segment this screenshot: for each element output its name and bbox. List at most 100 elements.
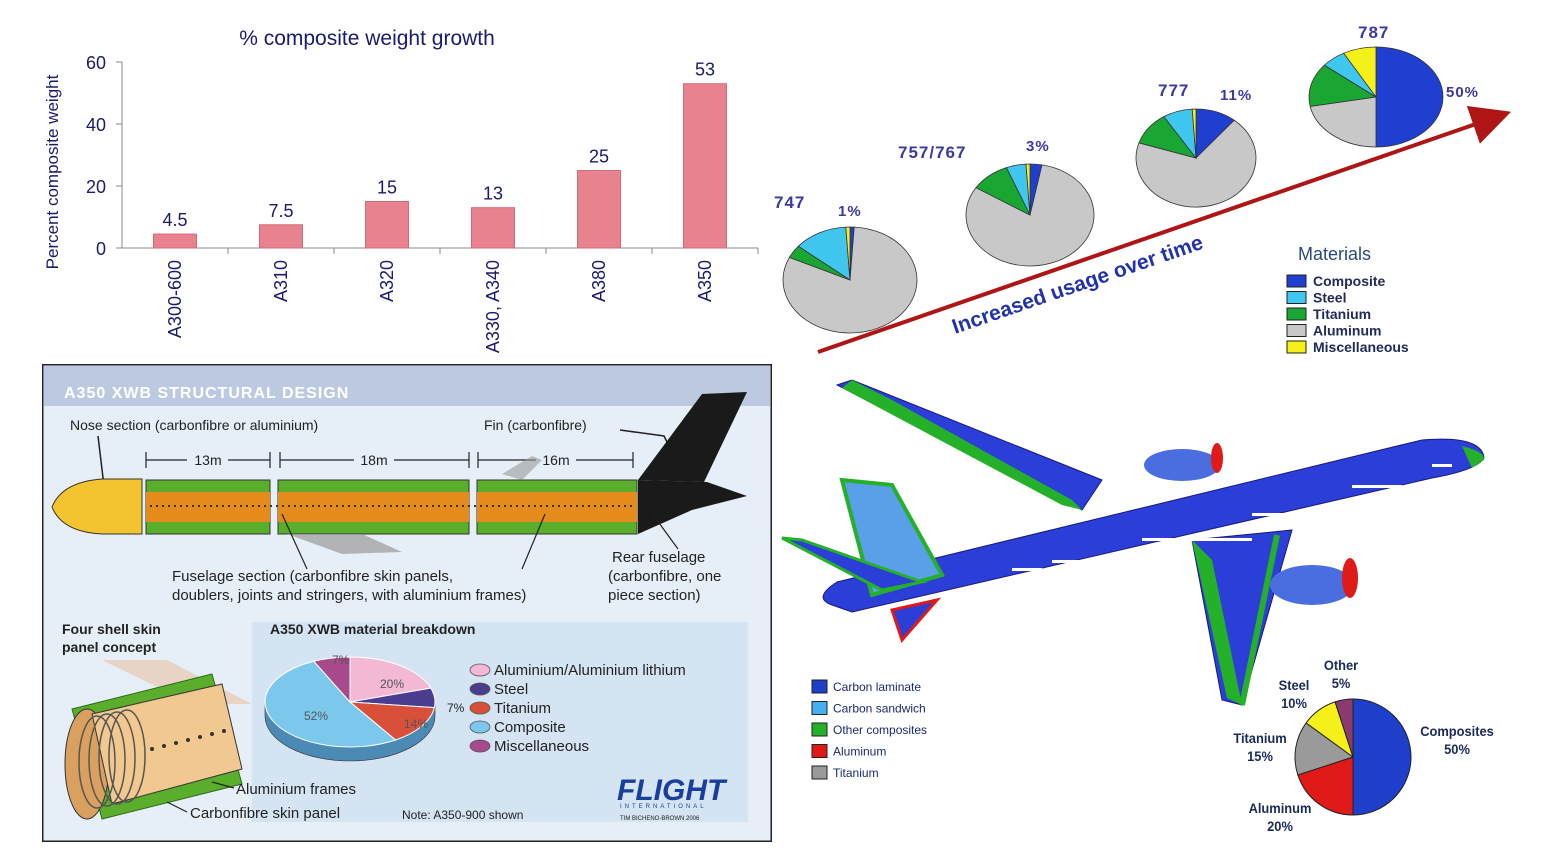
b787-legend-swatch (811, 744, 828, 758)
flight-logo: FLIGHT (617, 774, 728, 807)
a350-legend-swatch (469, 663, 491, 677)
nose-leader-line (97, 435, 105, 487)
legend-label: Aluminum (1313, 323, 1381, 339)
materials-legend-title: Materials (1298, 244, 1371, 264)
a350-slice-miscellaneous (312, 656, 351, 704)
far-engine (1144, 449, 1220, 481)
fuselage-label-line1: Fuselage section (carbonfibre skin panel… (172, 568, 453, 585)
bar-chart-axes: 0 20 40 60 (86, 53, 759, 259)
slice-aluminum (1309, 96, 1377, 148)
b787-legend-label: Titanium (833, 766, 879, 780)
b787-legend-swatch (811, 722, 828, 737)
carbonfibre-skin-label: Carbonfibre skin panel (190, 805, 340, 822)
fuselage (822, 438, 1485, 613)
bar-a320 (365, 201, 409, 249)
bar-chart-bars: 4.5 A300-600 7.5 A310 15 A320 13 A330, A340 25 A3… (153, 60, 727, 353)
a350-legend-label: Aluminium/Aluminium lithium (494, 662, 686, 679)
pie-777 (1135, 108, 1257, 208)
bar-value-label: 7.5 (268, 201, 293, 221)
b787-legend-label: Carbon laminate (833, 680, 921, 694)
pie-757-767 (965, 163, 1095, 267)
b787-legend-swatch (811, 679, 828, 694)
b787-slice-value: 15% (1247, 749, 1273, 765)
a350-legend-label: Composite (494, 719, 566, 736)
section-3-length: 16m (542, 452, 569, 468)
pie-787 (1308, 46, 1444, 148)
b787-legend-swatch (811, 701, 828, 715)
legend-label: Steel (1313, 290, 1346, 306)
b787-legend-label: Aluminum (833, 745, 886, 759)
slice-misc (1191, 108, 1197, 159)
bar-chart-title: % composite weight growth (239, 27, 495, 50)
a350-legend-label: Titanium (494, 700, 551, 717)
b787-materials-legend: Carbon laminate Carbon sandwich Other comp… (811, 679, 927, 780)
legend-swatch (1286, 340, 1307, 354)
materials-timeline-svg: Increased usage over time 747 1%757/767 3%… (774, 23, 1512, 355)
b787-slice-name: Composites (1420, 724, 1494, 740)
materials-timeline-panel: Increased usage over time 747 1% 757/767 3%… (760, 0, 1558, 360)
pie-747 (782, 226, 918, 334)
b787-legend-label: Carbon sandwich (833, 702, 926, 716)
horizontal-stabilizer (781, 536, 928, 592)
bar-value-label: 15 (377, 178, 397, 198)
a350-legend-swatch (469, 701, 491, 715)
bar-category-label: A380 (589, 260, 609, 302)
pie-composite-percent: 1% (838, 203, 862, 220)
slice-composite (1375, 46, 1444, 148)
pie-composite-percent: 50% (1446, 84, 1479, 101)
a350-header-title: A350 XWB STRUCTURAL DESIGN (64, 385, 349, 402)
a350-slice-composite (264, 660, 397, 748)
legend-label: Miscellaneous (1313, 339, 1409, 355)
rear-fuselage-label-line3: piece section) (608, 587, 701, 604)
bar-chart-svg: % composite weight growth Percent compos… (43, 27, 759, 353)
bar-category-label: A310 (271, 260, 291, 302)
pie-model-label: 777 (1158, 81, 1189, 100)
a350-structural-design-panel: A350 XWB STRUCTURAL DESIGN Nose section … (40, 362, 774, 844)
shell-concept-label-line2: panel concept (62, 639, 156, 655)
rear-fuselage-label-line1: Rear fuselage (612, 549, 705, 566)
b787-aircraft-illustration (781, 379, 1485, 706)
near-engine (1270, 565, 1354, 605)
legend-label: Titanium (1313, 306, 1371, 322)
fin-leader-line (619, 429, 669, 445)
bar-a330-a340 (471, 207, 515, 249)
slice-misc (1025, 163, 1031, 216)
legend-label: Composite (1313, 273, 1386, 289)
a350-legend-swatch (469, 739, 491, 753)
nose-section (51, 478, 143, 535)
a350-figure-svg: A350 XWB STRUCTURAL DESIGN Nose section … (40, 362, 774, 844)
tail-fin (638, 392, 747, 482)
bar-a310 (259, 224, 303, 249)
bar-y-tick-label: 20 (86, 177, 106, 197)
a350-slice-label: 7% (447, 701, 465, 715)
a350-slice-titanium (348, 701, 435, 741)
materials-legend: CompositeSteelTitaniumAluminumMiscellane… (1286, 273, 1409, 355)
b787-slice-value: 50% (1444, 742, 1470, 758)
slice-titanium (1308, 64, 1378, 107)
b787-legend-swatch (811, 765, 828, 780)
a350-legend-label: Steel (494, 681, 528, 698)
breakdown-title: A350 XWB material breakdown (270, 621, 475, 637)
pie-model-label: 787 (1358, 23, 1389, 42)
section-1-length: 13m (194, 452, 221, 468)
legend-swatch (1286, 324, 1307, 337)
b787-materials-panel: Carbon laminate Carbon sandwich Other comp… (772, 360, 1558, 856)
legend-swatch (1286, 307, 1307, 321)
a350-material-pie: 20% 7% 14% 52% 7% (264, 653, 465, 762)
bar-a380 (577, 170, 621, 249)
bar-category-label: A350 (695, 260, 715, 302)
a350-legend-label: Miscellaneous (494, 738, 589, 755)
legend-swatch (1286, 291, 1307, 304)
fuselage-label-line2: doublers, joints and stringers, with alu… (172, 587, 526, 604)
a350-slice-label: 52% (304, 709, 328, 723)
b787-legend-label: Other composites (833, 723, 927, 737)
usage-trend-arrow (817, 105, 1512, 354)
a350-fuselage-diagram (51, 392, 747, 554)
b787-slice-titanium (1294, 722, 1355, 776)
a350-slice-aluminium-aluminium-lithium (349, 656, 432, 703)
a350-slice-label: 20% (380, 677, 404, 691)
bar-category-label: A300-600 (165, 260, 185, 338)
artist-credit: TIM BICHENO-BROWN 2006 (620, 816, 700, 822)
bar-y-tick-label: 0 (96, 239, 106, 259)
bar-chart-ylabel: Percent composite weight (43, 74, 62, 269)
